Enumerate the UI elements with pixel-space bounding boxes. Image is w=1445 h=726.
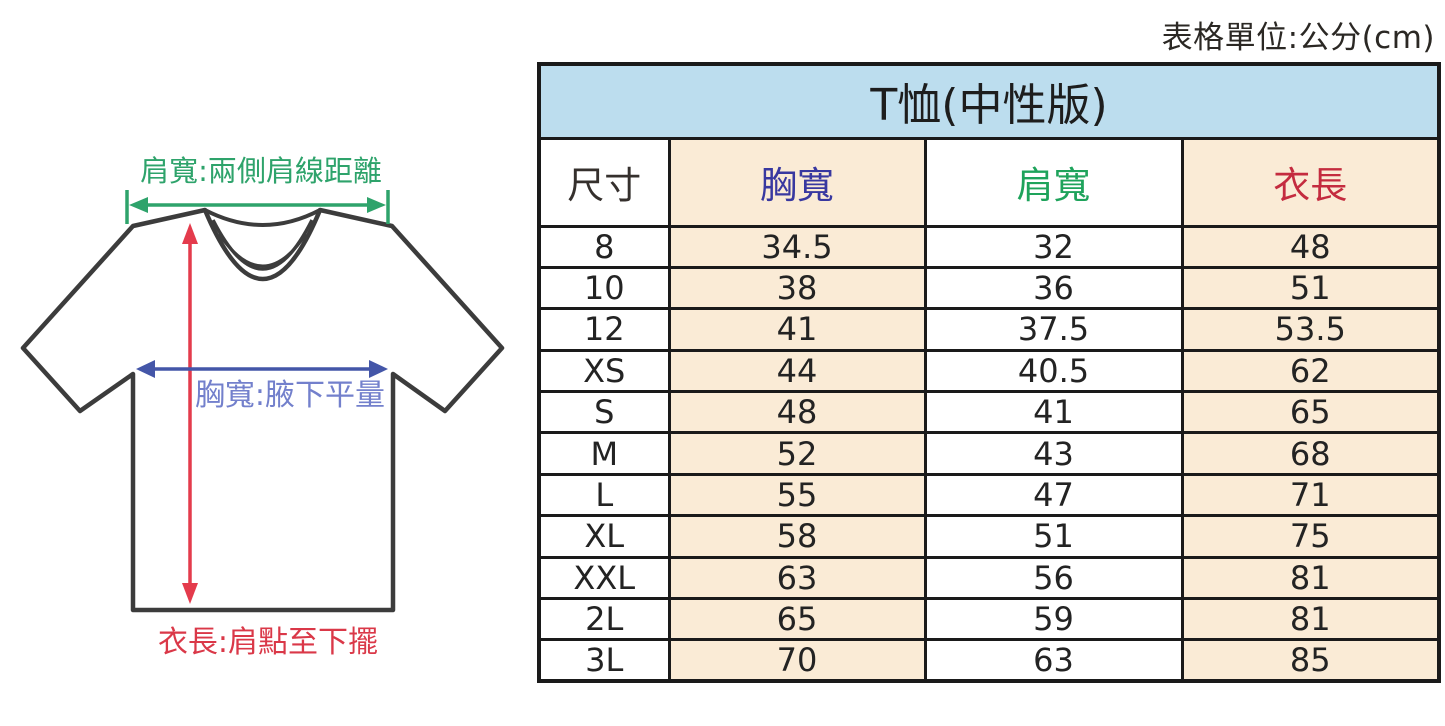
collar-back-line: [204, 208, 321, 227]
table-row: L 55 47 71: [537, 472, 1441, 518]
table-row: 12 41 37.5 53.5: [537, 307, 1441, 352]
size-cell: XXL: [537, 555, 671, 601]
chest-cell: 48: [667, 390, 927, 435]
shoulder-cell: 56: [923, 555, 1184, 601]
chest-cell: 58: [667, 514, 927, 559]
tshirt-diagram-svg: 肩寬:兩側肩線距離 胸寬:腋下平量 衣長:肩點至下擺: [20, 154, 505, 660]
size-cell: M: [537, 431, 671, 476]
chest-dimension-arrow: [136, 360, 388, 378]
table-row: 3L 70 63 85: [537, 638, 1441, 683]
shoulder-cell: 36: [923, 265, 1184, 311]
table-row: M 52 43 68: [537, 431, 1441, 476]
length-cell: 81: [1180, 555, 1441, 601]
shoulder-cell: 63: [923, 638, 1184, 683]
shoulder-note-label: 肩寬:兩側肩線距離: [140, 154, 382, 188]
tshirt-measurement-diagram: 肩寬:兩側肩線距離 胸寬:腋下平量 衣長:肩點至下擺: [5, 148, 515, 676]
collar-rib-line-2: [217, 233, 308, 268]
table-unit-label: 表格單位:公分(cm): [1161, 20, 1435, 56]
table-title: T恤(中性版): [537, 62, 1441, 140]
size-cell: 12: [537, 307, 671, 352]
shoulder-dimension-arrow: [125, 190, 390, 224]
header-chest: 胸寬: [667, 136, 927, 228]
length-cell: 62: [1180, 348, 1441, 394]
header-length: 衣長: [1180, 136, 1441, 228]
table-row: S 48 41 65: [537, 390, 1441, 435]
shoulder-cell: 59: [923, 597, 1184, 642]
chest-cell: 38: [667, 265, 927, 311]
shoulder-cell: 51: [923, 514, 1184, 559]
length-cell: 65: [1180, 390, 1441, 435]
header-size: 尺寸: [537, 136, 671, 228]
tshirt-outline: [20, 207, 505, 613]
shoulder-cell: 43: [923, 431, 1184, 476]
table-row: XS 44 40.5 62: [537, 348, 1441, 394]
length-cell: 75: [1180, 514, 1441, 559]
length-cell: 71: [1180, 472, 1441, 518]
length-cell: 68: [1180, 431, 1441, 476]
length-dimension-arrow: [182, 223, 198, 604]
table-title-row: T恤(中性版): [537, 62, 1441, 140]
size-cell: 8: [537, 224, 671, 269]
chest-cell: 55: [667, 472, 927, 518]
shoulder-cell: 32: [923, 224, 1184, 269]
length-note-label: 衣長:肩點至下擺: [158, 625, 378, 660]
size-cell: 2L: [537, 597, 671, 642]
chest-cell: 44: [667, 348, 927, 394]
header-shoulder: 肩寬: [923, 136, 1184, 228]
size-cell: XL: [537, 514, 671, 559]
length-cell: 51: [1180, 265, 1441, 311]
chest-cell: 65: [667, 597, 927, 642]
table-row: 8 34.5 32 48: [537, 224, 1441, 269]
chest-cell: 52: [667, 431, 927, 476]
length-cell: 48: [1180, 224, 1441, 269]
shoulder-cell: 40.5: [923, 348, 1184, 394]
size-table: T恤(中性版) 尺寸 胸寬 肩寬 衣長 8 34.5 32 48 10 38 3…: [537, 62, 1442, 684]
size-cell: XS: [537, 348, 671, 394]
size-cell: 3L: [537, 638, 671, 683]
chest-cell: 63: [667, 555, 927, 601]
chest-cell: 70: [667, 638, 927, 683]
table-row: 10 38 36 51: [537, 265, 1441, 311]
table-row: XL 58 51 75: [537, 514, 1441, 559]
chest-note-label: 胸寬:腋下平量: [195, 378, 385, 413]
length-cell: 53.5: [1180, 307, 1441, 352]
table-row: XXL 63 56 81: [537, 555, 1441, 601]
shoulder-cell: 37.5: [923, 307, 1184, 352]
shoulder-cell: 47: [923, 472, 1184, 518]
chest-cell: 34.5: [667, 224, 927, 269]
chest-cell: 41: [667, 307, 927, 352]
size-cell: 10: [537, 265, 671, 311]
size-cell: S: [537, 390, 671, 435]
table-row: 2L 65 59 81: [537, 597, 1441, 642]
length-cell: 85: [1180, 638, 1441, 683]
shoulder-cell: 41: [923, 390, 1184, 435]
table-header-row: 尺寸 胸寬 肩寬 衣長: [537, 136, 1441, 228]
length-cell: 81: [1180, 597, 1441, 642]
size-cell: L: [537, 472, 671, 518]
